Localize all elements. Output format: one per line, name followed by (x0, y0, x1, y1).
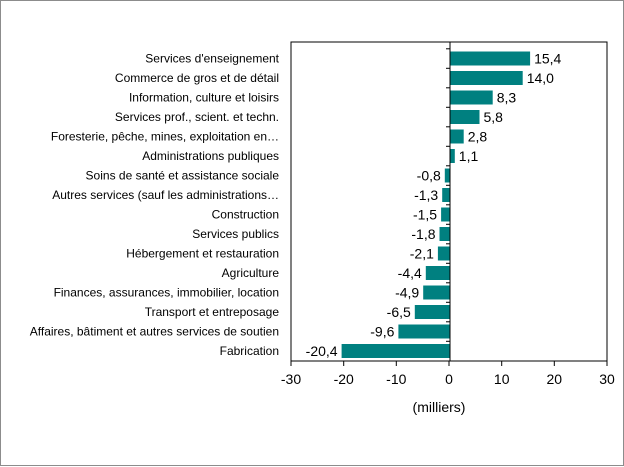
bar (450, 149, 455, 163)
x-axis-title: (milliers) (413, 399, 466, 415)
value-label: 5,8 (484, 109, 504, 125)
value-label: 2,8 (468, 129, 488, 145)
category-label: Commerce de gros et de détail (115, 71, 279, 85)
value-label: -1,8 (411, 226, 435, 242)
bar (450, 90, 493, 105)
category-labels: Services d'enseignement Commerce de gros … (30, 52, 280, 359)
value-label: 15,4 (534, 51, 561, 67)
category-label: Services prof., scient. et techn. (115, 110, 279, 124)
category-label: Soins de santé et assistance sociale (86, 169, 280, 183)
bar (450, 71, 523, 85)
x-axis-ticks: -30 -20 -10 0 10 20 30 (281, 361, 615, 387)
bar (441, 207, 450, 222)
value-label: -4,4 (398, 265, 422, 281)
value-label: -1,3 (414, 187, 438, 203)
category-label: Foresterie, pêche, mines, exploitation e… (51, 130, 279, 144)
value-label: -20,4 (306, 343, 338, 359)
category-label: Finances, assurances, immobilier, locati… (54, 286, 279, 300)
x-tick-label: 10 (494, 371, 510, 387)
category-label: Transport et entreposage (145, 305, 280, 319)
x-tick-label: -20 (334, 371, 354, 387)
bar (450, 129, 464, 144)
category-label: Agriculture (222, 266, 280, 280)
value-labels: 15,4 14,0 8,3 5,8 2,8 1,1 -0,8 -1,3 -1,5 -1,8 -2,1… (306, 51, 562, 360)
bar (450, 110, 480, 124)
x-tick-label: 0 (445, 371, 453, 387)
bar (437, 246, 450, 261)
value-label: -1,5 (413, 207, 437, 223)
category-label: Administrations publiques (142, 149, 279, 163)
bar (341, 344, 450, 358)
x-tick-label: -10 (386, 371, 406, 387)
x-tick-label: 30 (599, 371, 615, 387)
category-label: Services publics (192, 227, 279, 241)
category-label: Autres services (sauf les administration… (52, 188, 279, 202)
bar (450, 51, 531, 66)
bar (398, 324, 450, 339)
zero-axis (446, 42, 451, 361)
category-label: Affaires, bâtiment et autres services de… (30, 325, 279, 339)
value-label: 14,0 (527, 70, 554, 86)
value-label: -9,6 (370, 324, 394, 340)
category-label: Fabrication (220, 344, 279, 358)
category-label: Services d'enseignement (145, 52, 279, 66)
category-label: Hébergement et restauration (126, 247, 279, 261)
category-label: Information, culture et loisirs (129, 91, 279, 105)
category-label: Construction (212, 208, 279, 222)
bar (425, 266, 450, 280)
value-label: 8,3 (497, 90, 517, 106)
value-label: -4,9 (395, 285, 419, 301)
x-tick-label: 20 (547, 371, 563, 387)
bar (439, 227, 450, 241)
value-label: 1,1 (459, 148, 479, 164)
bar (444, 168, 450, 183)
value-label: -6,5 (387, 304, 411, 320)
value-label: -0,8 (417, 168, 441, 184)
bar (423, 285, 450, 300)
x-tick-label: -30 (281, 371, 301, 387)
bars-group (341, 51, 531, 358)
value-label: -2,1 (410, 246, 434, 262)
bar (442, 188, 450, 202)
bar (414, 305, 450, 319)
